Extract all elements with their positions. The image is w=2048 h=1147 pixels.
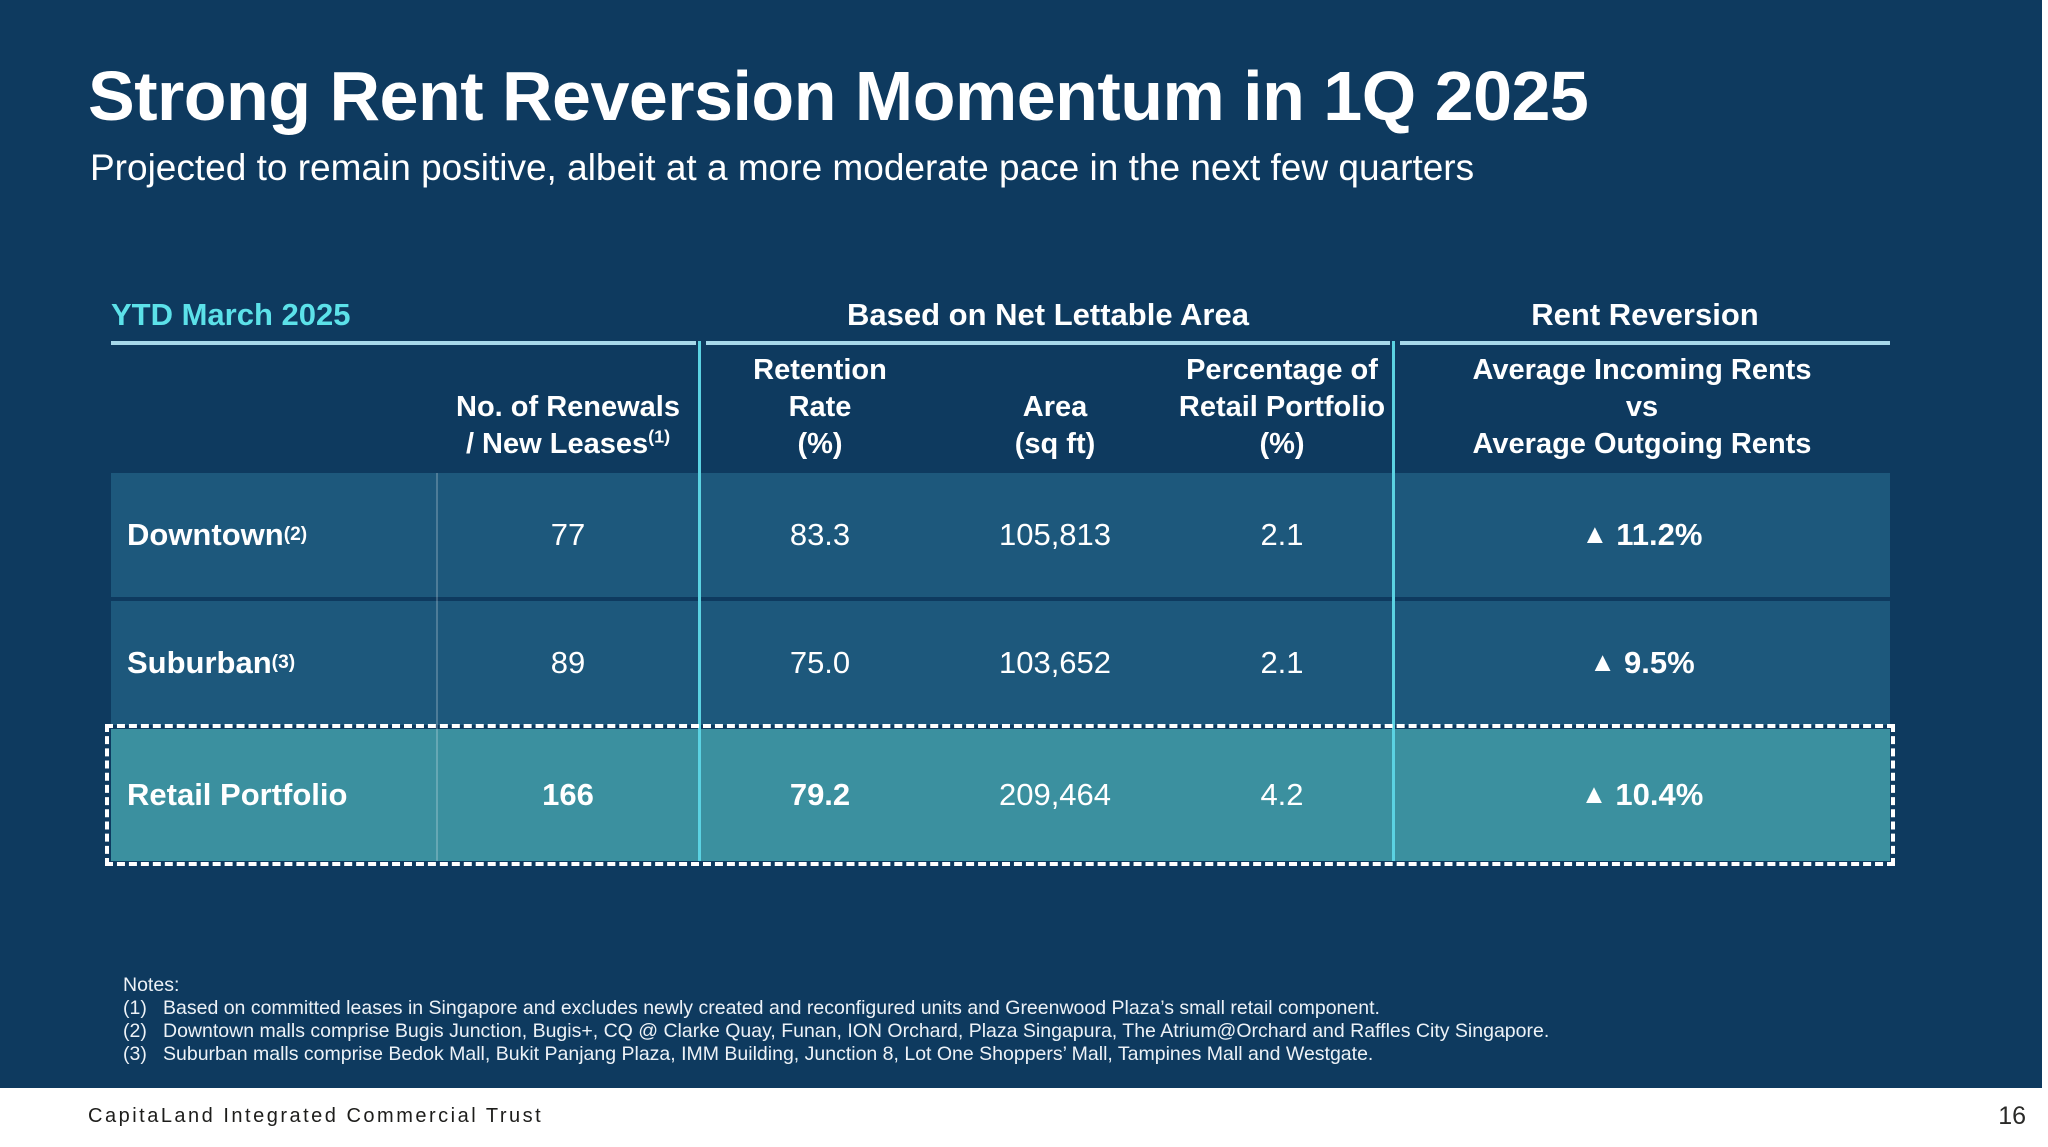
cell-suburban-retention-rate: 75.0: [789, 645, 851, 680]
period-label: YTD March 2025: [111, 297, 351, 332]
cell-portfolio-area: 209,464: [998, 777, 1112, 812]
column-header-area: Area (sq ft): [1014, 391, 1096, 460]
note-text: Based on committed leases in Singapore a…: [163, 997, 1380, 1019]
table-column-header-row: No. of Renewals / New Leases(1) Retentio…: [111, 345, 1890, 473]
row-label-downtown: Downtown (2): [127, 517, 308, 552]
page-number: 16: [1998, 1102, 2026, 1130]
column-header-percentage-retail-portfolio: Percentage of Retail Portfolio (%): [1178, 354, 1386, 460]
cell-downtown-percentage: 2.1: [1260, 517, 1304, 552]
table-divider-cyan-right: [1392, 341, 1395, 861]
notes-heading: Notes:: [123, 974, 180, 996]
slide-subtitle: Projected to remain positive, albeit at …: [90, 147, 1475, 188]
table-divider-faint: [436, 473, 438, 861]
column-header-avg-incoming-vs-outgoing-rents: Average Incoming Rents vs Average Outgoi…: [1472, 354, 1812, 460]
table-row-retail-portfolio: Retail Portfolio 166 79.2 209,464 4.2 ▲ 1…: [111, 729, 1890, 861]
up-triangle-icon: ▲: [1581, 518, 1609, 549]
row-label-suburban: Suburban (3): [127, 645, 296, 680]
group-header-gap: [1390, 295, 1400, 341]
note-text: Suburban malls comprise Bedok Mall, Buki…: [163, 1043, 1374, 1065]
column-header-empty: [111, 345, 436, 473]
group-header-net-lettable-area: Based on Net Lettable Area: [847, 297, 1249, 332]
slide-background: Strong Rent Reversion Momentum in 1Q 202…: [0, 0, 2042, 1088]
cell-downtown-rent-reversion: ▲ 11.2%: [1581, 517, 1703, 552]
note-text: Downtown malls comprise Bugis Junction, …: [163, 1020, 1550, 1042]
table-group-header-row: YTD March 2025 Based on Net Lettable Are…: [111, 295, 1890, 345]
column-header-renewals-line2: / New Leases(1): [465, 426, 671, 460]
nla-header-segment: Based on Net Lettable Area: [706, 295, 1390, 345]
slide-footer: CapitaLand Integrated Commercial Trust 1…: [0, 1088, 2048, 1147]
cell-downtown-renewals: 77: [550, 517, 586, 552]
note-item-2: (2) Downtown malls comprise Bugis Juncti…: [123, 1020, 1549, 1043]
cell-downtown-retention-rate: 83.3: [789, 517, 851, 552]
note-number: (3): [123, 1043, 147, 1065]
cell-portfolio-retention-rate: 79.2: [789, 777, 851, 812]
cell-suburban-percentage: 2.1: [1260, 645, 1304, 680]
column-header-renewals: No. of Renewals / New Leases(1): [436, 345, 700, 473]
note-ref-1: (1): [648, 426, 671, 447]
group-header-rent-reversion: Rent Reversion: [1531, 297, 1759, 332]
note-number: (2): [123, 1020, 147, 1042]
cell-portfolio-percentage: 4.2: [1260, 777, 1304, 812]
row-label-retail-portfolio: Retail Portfolio: [127, 777, 348, 812]
slide-title: Strong Rent Reversion Momentum in 1Q 202…: [88, 57, 1589, 135]
cell-suburban-renewals: 89: [550, 645, 586, 680]
cell-suburban-rent-reversion: ▲ 9.5%: [1589, 645, 1695, 680]
note-item-3: (3) Suburban malls comprise Bedok Mall, …: [123, 1043, 1549, 1066]
cell-suburban-area: 103,652: [998, 645, 1112, 680]
cell-downtown-area: 105,813: [998, 517, 1112, 552]
column-header-renewals-line1: No. of Renewals: [456, 391, 680, 423]
note-item-1: (1) Based on committed leases in Singapo…: [123, 997, 1549, 1020]
up-triangle-icon: ▲: [1580, 778, 1608, 809]
cell-portfolio-rent-reversion: ▲ 10.4%: [1580, 777, 1704, 812]
footer-brand: CapitaLand Integrated Commercial Trust: [88, 1105, 544, 1127]
rent-reversion-header-segment: Rent Reversion: [1400, 295, 1890, 345]
group-header-gap: [696, 295, 706, 341]
rent-reversion-table: YTD March 2025 Based on Net Lettable Are…: [105, 295, 1895, 866]
period-header-segment: YTD March 2025: [111, 295, 696, 345]
up-triangle-icon: ▲: [1589, 646, 1617, 677]
cell-portfolio-renewals: 166: [542, 777, 594, 812]
note-number: (1): [123, 997, 147, 1019]
table-row-suburban: Suburban (3) 89 75.0 103,652 2.1 ▲ 9.5%: [111, 601, 1890, 725]
table-divider-cyan-left: [698, 341, 701, 861]
column-header-retention-rate: Retention Rate (%): [753, 354, 887, 460]
notes-block: Notes: (1) Based on committed leases in …: [123, 974, 1549, 1066]
table-row-downtown: Downtown (2) 77 83.3 105,813 2.1 ▲ 11.2%: [111, 473, 1890, 597]
